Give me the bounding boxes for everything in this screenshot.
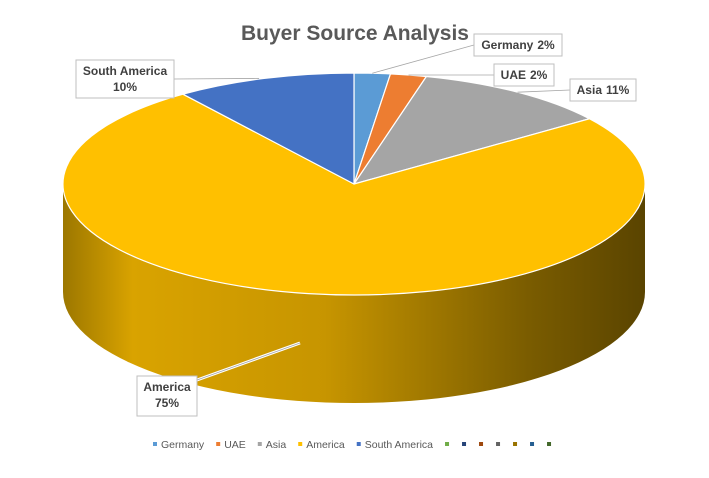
pie-slice-america [62, 93, 646, 296]
data-label-name: UAE [501, 68, 526, 82]
data-labels: Germany 2% UAE 2% Asia 11% America 75% South Ame… [75, 33, 637, 417]
pie-layer [62, 72, 646, 403]
data-label-box-asia [569, 78, 637, 102]
pie-slice-asia [353, 75, 591, 185]
legend-marker-extra [445, 442, 450, 446]
leader-line-america [196, 342, 301, 381]
data-label-uae: UAE 2% [408, 63, 555, 87]
data-label-value: 2% [530, 68, 548, 82]
data-label-text: Asia 11% [577, 83, 630, 97]
legend-marker-extra [496, 442, 501, 446]
chart-title: Buyer Source Analysis [241, 22, 469, 45]
pie-side-america [63, 184, 645, 403]
legend-label: Asia [266, 439, 287, 451]
data-label-box-germany [473, 33, 563, 57]
legend-item-uae: UAE [216, 439, 246, 451]
legend-marker-extra [530, 442, 535, 446]
data-label-value: 10% [113, 80, 137, 94]
data-label-value: 2% [537, 38, 555, 52]
legend-label: South America [365, 439, 433, 451]
data-label-name: Germany [481, 38, 533, 52]
legend-marker-extra [513, 442, 518, 446]
legend-marker [356, 442, 361, 446]
data-label-box-america [136, 375, 198, 417]
legend-item-asia: Asia [257, 439, 287, 451]
data-label-germany: Germany 2% [372, 33, 563, 74]
legend-marker-extra [479, 442, 484, 446]
legend-label: UAE [224, 439, 246, 451]
data-label-south-america: South America 10% [75, 59, 260, 99]
data-label-value: 75% [155, 396, 179, 410]
legend-label: America [306, 439, 345, 451]
legend-marker [257, 442, 262, 446]
legend-marker-extra [462, 442, 467, 446]
data-label-name: America [143, 380, 191, 394]
legend-marker [298, 442, 303, 446]
legend-item-germany: Germany [153, 439, 205, 451]
legend-marker-extra [547, 442, 552, 446]
legend-item-south-america: South America [356, 439, 433, 451]
data-label-box-south-america [75, 59, 175, 99]
data-label-name: Asia [577, 83, 603, 97]
legend: Germany UAE Asia America South America [153, 439, 552, 451]
leader-line-asia [517, 89, 571, 93]
data-label-asia: Asia 11% [517, 78, 637, 102]
data-label-text: Germany 2% [481, 38, 555, 52]
data-label-name: South America [83, 64, 168, 78]
leader-line-germany [372, 44, 475, 74]
data-label-value: 11% [606, 83, 630, 97]
data-label-text: UAE 2% [501, 68, 548, 82]
legend-item-america: America [298, 439, 345, 451]
data-label-box-uae [493, 63, 555, 87]
leader-line-south-america [173, 78, 260, 80]
pie-slice-south-america [182, 72, 355, 185]
data-label-america: America 75% [136, 341, 301, 417]
legend-marker [153, 442, 157, 446]
legend-label: Germany [161, 439, 205, 451]
legend-marker [216, 442, 221, 446]
